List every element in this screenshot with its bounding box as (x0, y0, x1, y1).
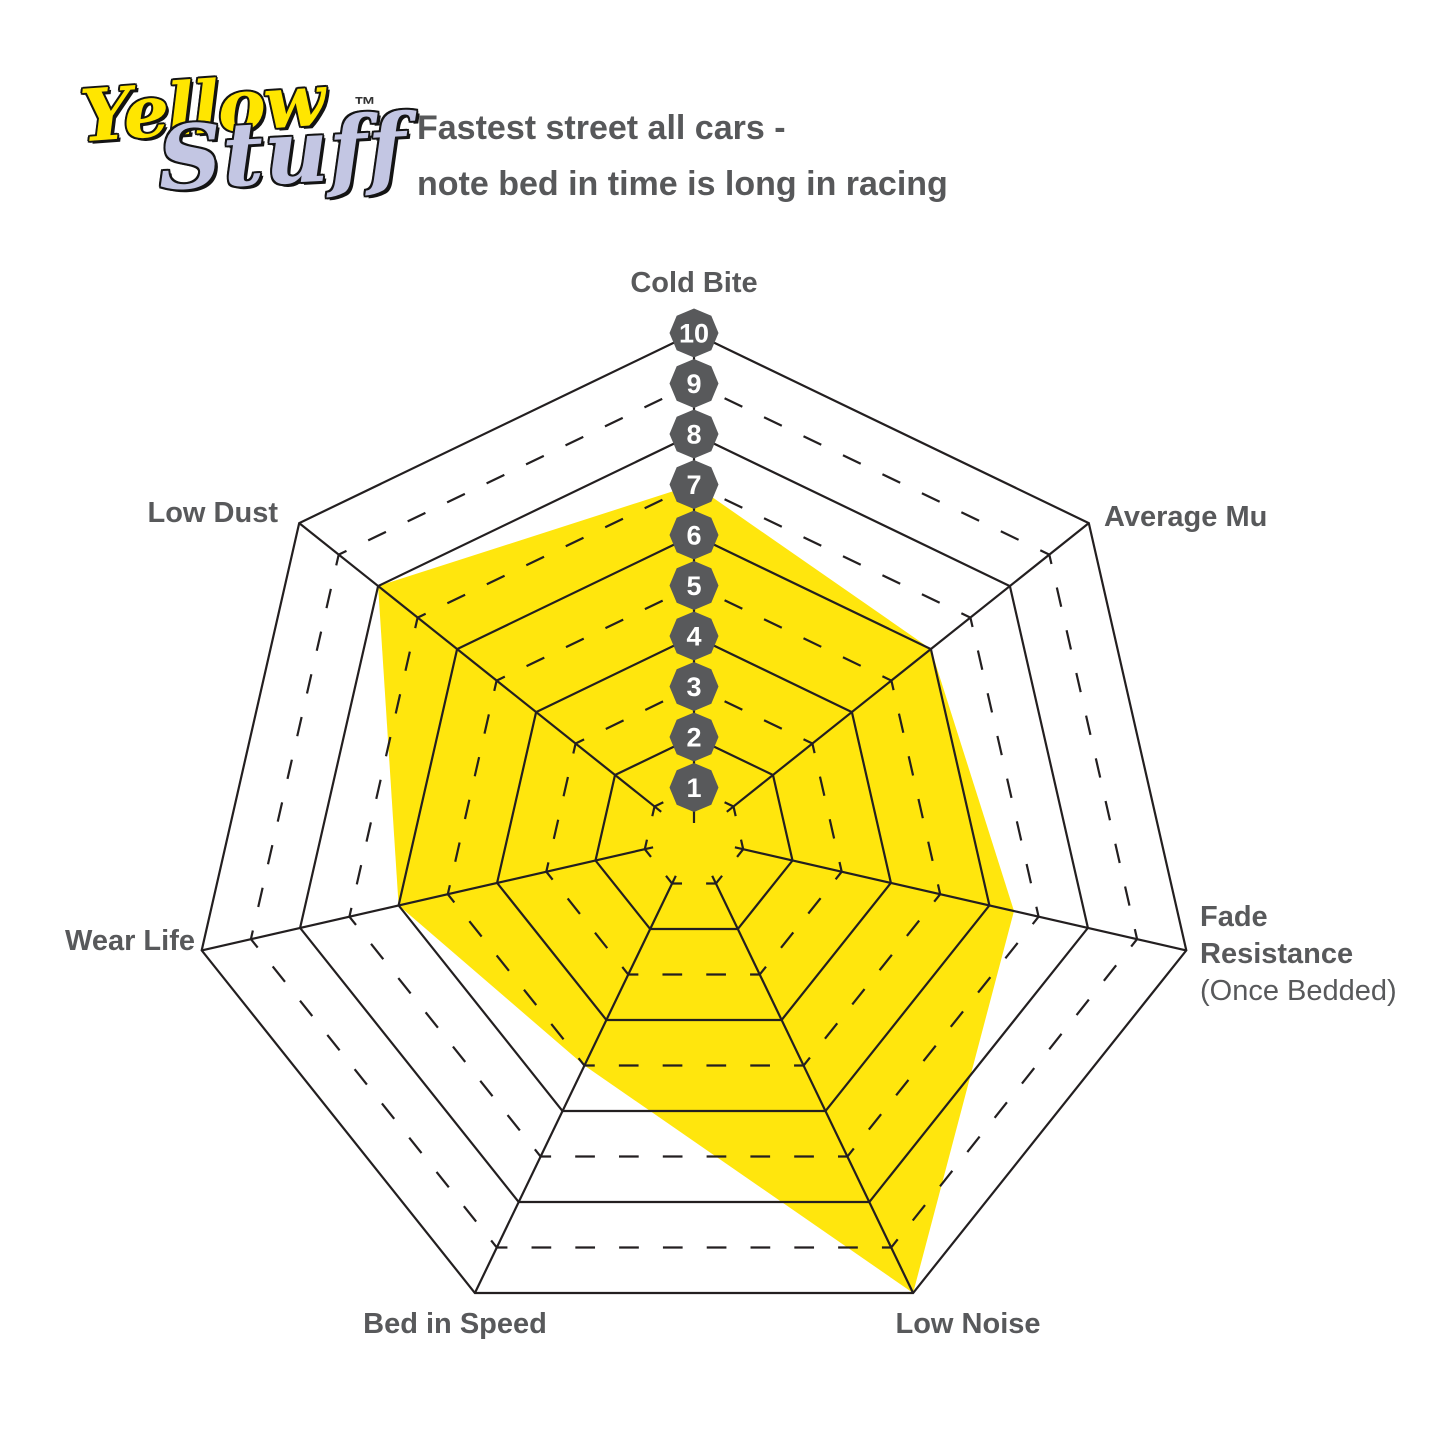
scale-badge-octagon-3 (669, 662, 719, 711)
axis-label-wear-life: Wear Life (64, 925, 195, 957)
scale-badge-octagon-4 (669, 611, 719, 661)
fade-label-note: (Once Bedded) (1200, 975, 1397, 1007)
scale-badge-number-7: 7 (686, 470, 701, 500)
scale-badge-number-9: 9 (686, 369, 701, 399)
radar-spoke-5 (201, 846, 654, 952)
scale-badge-number-1: 1 (686, 773, 701, 803)
axis-label-bed-in-speed: Bed in Speed (363, 1308, 547, 1340)
radar-ring-1 (643, 786, 745, 885)
chart-title-line1: Fastest street all cars - (417, 109, 786, 147)
scale-badge-number-8: 8 (686, 420, 701, 450)
radar-spoke-6 (298, 522, 662, 813)
radar-spoke-3 (711, 875, 915, 1294)
radar-ring-2 (594, 735, 794, 931)
radar-spoke-4 (473, 875, 677, 1294)
scale-badge-octagon-6 (669, 510, 719, 560)
radar-ring-5 (446, 584, 942, 1067)
axis-label-low-noise: Low Noise (895, 1308, 1041, 1340)
radar-ring-7 (348, 483, 1040, 1158)
radar-spoke-1 (726, 522, 1090, 813)
scale-badge-octagon-8 (669, 409, 719, 459)
scale-badge-octagon-5 (669, 561, 719, 610)
fade-label-line2: Resistance (1200, 938, 1354, 970)
scale-badge-octagon-7 (669, 460, 719, 509)
radar-ring-6 (397, 533, 991, 1113)
scale-badge-octagon-1 (669, 763, 719, 812)
trademark-symbol: ™ (354, 92, 376, 117)
scale-badge-number-3: 3 (686, 672, 701, 702)
radar-value-polygon (378, 484, 1015, 1293)
axis-label-average-mu: Average Mu (1104, 501, 1268, 533)
chart-title-line2: note bed in time is long in racing (417, 165, 948, 203)
radar-ring-4 (495, 634, 893, 1022)
scale-badge-number-10: 10 (679, 319, 709, 349)
scale-badge-number-6: 6 (686, 521, 701, 551)
scale-badge-octagon-10 (669, 308, 719, 358)
chart-title: Fastest street all cars - note bed in ti… (417, 100, 948, 212)
scale-badge-octagon-2 (669, 712, 719, 762)
scale-badge-number-2: 2 (686, 723, 701, 753)
scale-badge-number-4: 4 (686, 622, 701, 652)
yellowstuff-logo: Yellow Stuff ™ (77, 57, 409, 240)
radar-ring-10 (200, 331, 1188, 1295)
axis-label-low-dust: Low Dust (147, 497, 279, 529)
axis-label-cold-bite: Cold Bite (630, 267, 758, 299)
radar-ring-8 (298, 432, 1090, 1204)
fade-label-line1: Fade (1200, 901, 1268, 933)
scale-badge-octagon-9 (669, 359, 719, 408)
axis-label-fade-resistance: Fade Resistance (Once Bedded) (1200, 899, 1397, 1010)
scale-badge-number-5: 5 (686, 571, 701, 601)
radar-spoke-2 (734, 846, 1187, 952)
